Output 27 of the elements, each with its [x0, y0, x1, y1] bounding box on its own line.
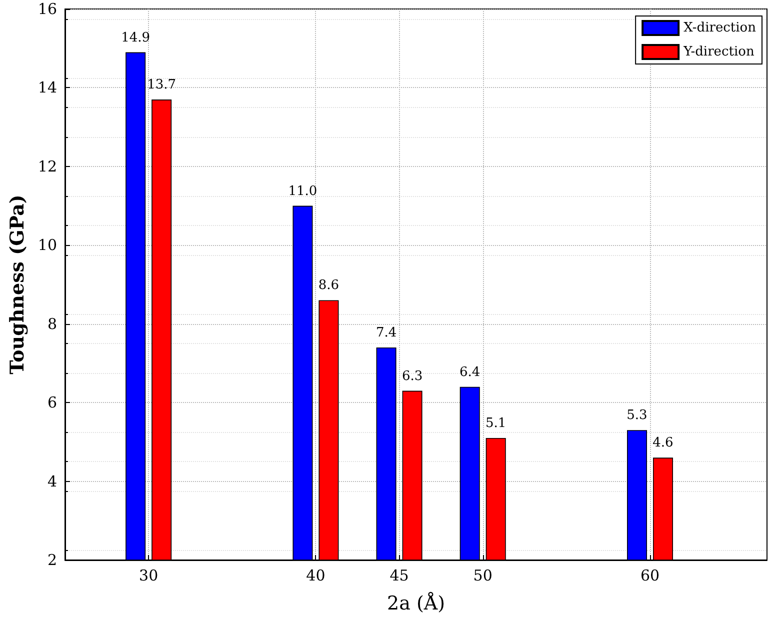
legend-label: X-direction [684, 20, 757, 36]
data-label: 11.0 [288, 184, 318, 199]
data-label: 4.6 [652, 436, 674, 451]
y-tick-label: 6 [47, 394, 57, 412]
x-tick-label: 60 [640, 566, 660, 584]
y-tick-label: 4 [47, 472, 57, 490]
data-label: 6.3 [402, 368, 423, 384]
data-label: 8.6 [318, 278, 340, 294]
y-tick-label: 14 [38, 78, 57, 97]
x-tick-label: 40 [306, 566, 326, 584]
y-tick-label: 8 [47, 314, 57, 333]
data-label: 14.9 [121, 30, 150, 46]
data-label: 13.7 [147, 78, 176, 93]
data-label: 5.3 [626, 408, 648, 424]
legend-label: Y-direction [682, 44, 755, 60]
x-axis-title: 2a (Å) [386, 592, 446, 614]
x-tick-label: 50 [473, 566, 492, 584]
x-tick-label: 30 [139, 566, 158, 584]
y-tick-label: 16 [38, 0, 57, 18]
y-tick-label: 10 [38, 236, 57, 254]
data-label: 6.4 [460, 364, 480, 380]
y-tick-label: 12 [38, 157, 57, 176]
x-tick-label: 45 [390, 566, 409, 584]
data-label: 7.4 [376, 325, 397, 340]
y-tick-label: 2 [47, 551, 57, 569]
y-axis-title: Toughness (GPa) [6, 194, 28, 374]
data-label: 5.1 [486, 416, 506, 431]
